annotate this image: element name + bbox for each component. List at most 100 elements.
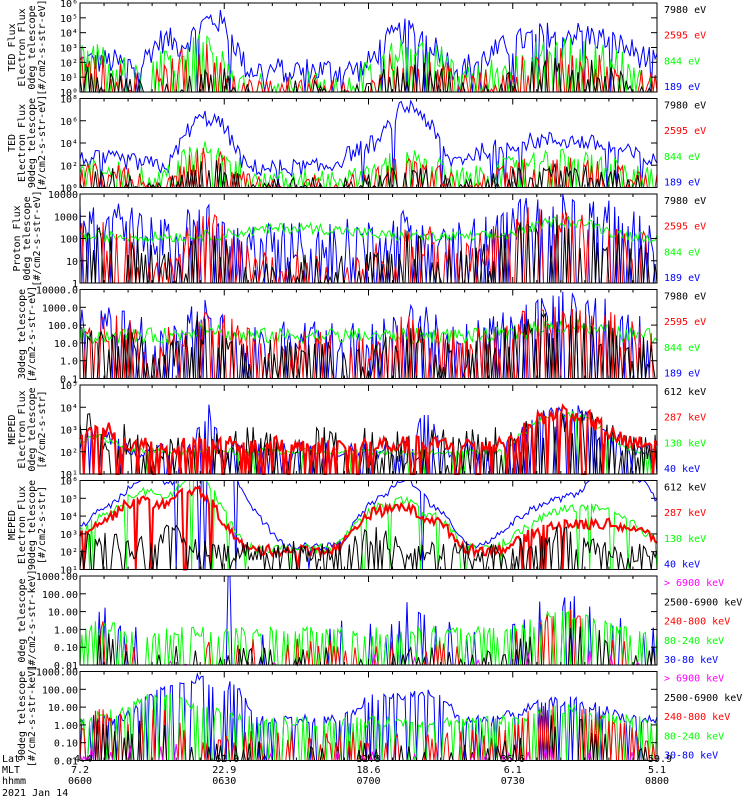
legend-red: 287 keV	[664, 508, 706, 519]
y-tick-label: 100.00	[42, 590, 78, 601]
y-tick-label: 10000.0	[36, 286, 78, 297]
y-tick-label: 10	[66, 257, 78, 268]
y-tick-label: 0.10	[54, 643, 78, 654]
series-line-green	[79, 480, 658, 570]
legend-black: 2500-6900 keV	[664, 597, 742, 608]
series-line-green	[79, 215, 658, 244]
y-tick-label: 10.0	[54, 339, 78, 350]
legend-black: 7980 eV	[664, 196, 706, 207]
legend-green: 130 keV	[664, 438, 706, 449]
legend-blue: 189 eV	[664, 273, 700, 284]
x-axis-labels: Lat MLT hhmm 2021 Jan 14 -4.4 -62.0 32.8 36…	[2, 754, 672, 799]
legend-red: 2595 eV	[664, 126, 706, 137]
y-axis-label-line: Electron Flux	[17, 486, 28, 564]
y-axis-label-line: Electron Flux	[17, 104, 28, 182]
y-tick-label: 1.00	[54, 721, 78, 732]
y-tick-label: 1000.0	[42, 303, 78, 314]
legend-blue: 30-80 keV	[664, 655, 718, 666]
x-tick-label: -4.4	[68, 754, 92, 765]
x-tick-label: 0800	[645, 776, 669, 787]
panel-1: 10⁰ 10¹ 10² 10³ 10⁴ 10⁵ 10⁶ TED Flux Electron Fl…	[7, 0, 706, 99]
date-label: 2021 Jan 14	[2, 788, 68, 799]
x-tick-label: 0600	[68, 776, 92, 787]
legend-blue: 189 eV	[664, 369, 700, 380]
y-tick-label: 10.00	[48, 608, 78, 619]
y-tick-label: 1000	[54, 212, 78, 223]
xrow-mlt-label: MLT	[2, 765, 20, 776]
y-tick-label: 10⁸	[60, 95, 78, 106]
series-line-red	[79, 484, 658, 571]
x-tick-label: 18.6	[356, 765, 380, 776]
y-tick-label: 10²	[60, 58, 78, 69]
series-green	[79, 480, 658, 570]
legend-red: 240-800 keV	[664, 617, 730, 628]
series-green	[79, 215, 658, 244]
legend-magenta: > 6900 keV	[664, 674, 724, 685]
y-tick-label: 10⁴	[60, 403, 78, 414]
legend-blue: 40 keV	[664, 560, 700, 571]
y-tick-label: 0.10	[54, 739, 78, 750]
y-axis-label-line: [#/cm2-s-str]	[37, 390, 48, 468]
x-tick-label: 22.9	[212, 765, 236, 776]
y-tick-label: 10⁶	[60, 0, 78, 10]
legend-blue: 30-80 keV	[664, 751, 718, 762]
y-tick-label: 10²	[60, 448, 78, 459]
legend-red: 287 keV	[664, 413, 706, 424]
y-tick-label: 10⁵	[60, 14, 78, 25]
legend-red: 2595 eV	[664, 222, 706, 233]
y-tick-label: 10¹	[60, 566, 78, 577]
legend-green: 844 eV	[664, 343, 700, 354]
y-axis-label-line: Electron Flux	[17, 390, 28, 468]
y-tick-label: 10⁵	[60, 494, 78, 505]
y-tick-label: 10.00	[48, 703, 78, 714]
legend-green: 130 keV	[664, 534, 706, 545]
y-tick-label: 1.00	[54, 625, 78, 636]
legend-black: 612 keV	[664, 483, 706, 494]
y-tick-label: 1000.00	[36, 668, 78, 679]
y-tick-label: 0.01	[54, 661, 78, 672]
y-axis-label-line: Electron Flux	[17, 8, 28, 86]
legend-black: 2500-6900 keV	[664, 693, 742, 704]
y-tick-label: 10000	[48, 190, 78, 201]
panel-2: 10⁰ 10² 10⁴ 10⁶ 10⁸ TED Electron Flux 90deg tel…	[7, 95, 706, 195]
x-tick-label: 6.1	[504, 765, 522, 776]
y-axis-label-line: 30deg telescope	[17, 289, 28, 379]
legend-green: 80-240 keV	[664, 636, 724, 647]
legend-red: 240-800 keV	[664, 712, 730, 723]
y-tick-label: 10²	[60, 548, 78, 559]
legend-black: 7980 eV	[664, 5, 706, 16]
series-line-black	[79, 524, 658, 570]
y-tick-label: 10¹	[60, 73, 78, 84]
legend-blue: 40 keV	[664, 464, 700, 475]
y-axis-label-line: [#/cm2-s-str-eV]	[37, 0, 48, 96]
y-axis-label-line: TED Flux	[7, 23, 18, 71]
legend-green: 844 eV	[664, 247, 700, 258]
series-red	[79, 484, 658, 571]
panel-8: 0.01 0.10 1.00 10.00 100.00 1000.00 90deg tele…	[17, 665, 742, 768]
y-tick-label: 10⁴	[60, 512, 78, 523]
y-axis-label-line: [#/cm2-s-str-keV]	[27, 665, 38, 767]
panel-4: 0.1 1.0 10.0 100.0 1000.0 10000.0 30deg telesc…	[17, 286, 706, 386]
series-green	[79, 319, 658, 346]
y-axis-label-line: [#/cm2-s-str-eV]	[27, 286, 38, 382]
y-axis-label-line: [#/cm2-s-str-eV]	[32, 190, 43, 286]
panel-3: 1 10 100 1000 10000 Proton Flux 0deg telescope…	[12, 190, 706, 290]
x-tick-label: 36.6	[501, 754, 525, 765]
y-axis-label-line: 90deg telescope	[27, 98, 38, 188]
legend-green: 844 eV	[664, 152, 700, 163]
x-tick-label: 5.1	[648, 765, 666, 776]
series-line-green	[79, 319, 658, 346]
panel-5: 10¹ 10² 10³ 10⁴ 10⁵ MEPED Electron Flux 0deg te…	[7, 381, 706, 481]
y-axis-label-line: MEPED	[7, 510, 18, 540]
y-axis-label-line: [#/cm2-s-str]	[37, 486, 48, 564]
legend-green: 844 eV	[664, 56, 700, 67]
legend-red: 2595 eV	[664, 317, 706, 328]
y-axis-label-line: 0deg telescope	[17, 578, 28, 662]
y-axis-label-line: 90deg telescope	[17, 671, 28, 761]
series-line-blue	[79, 99, 658, 188]
legend-magenta: > 6900 keV	[664, 578, 724, 589]
y-axis-label-line: [#/cm2-s-str-keV]	[27, 569, 38, 671]
y-tick-label: 10³	[60, 426, 78, 437]
y-tick-label: 10⁰	[60, 88, 78, 99]
panel-7: 0.01 0.10 1.00 10.00 100.00 1000.00 0deg teles…	[17, 569, 742, 672]
